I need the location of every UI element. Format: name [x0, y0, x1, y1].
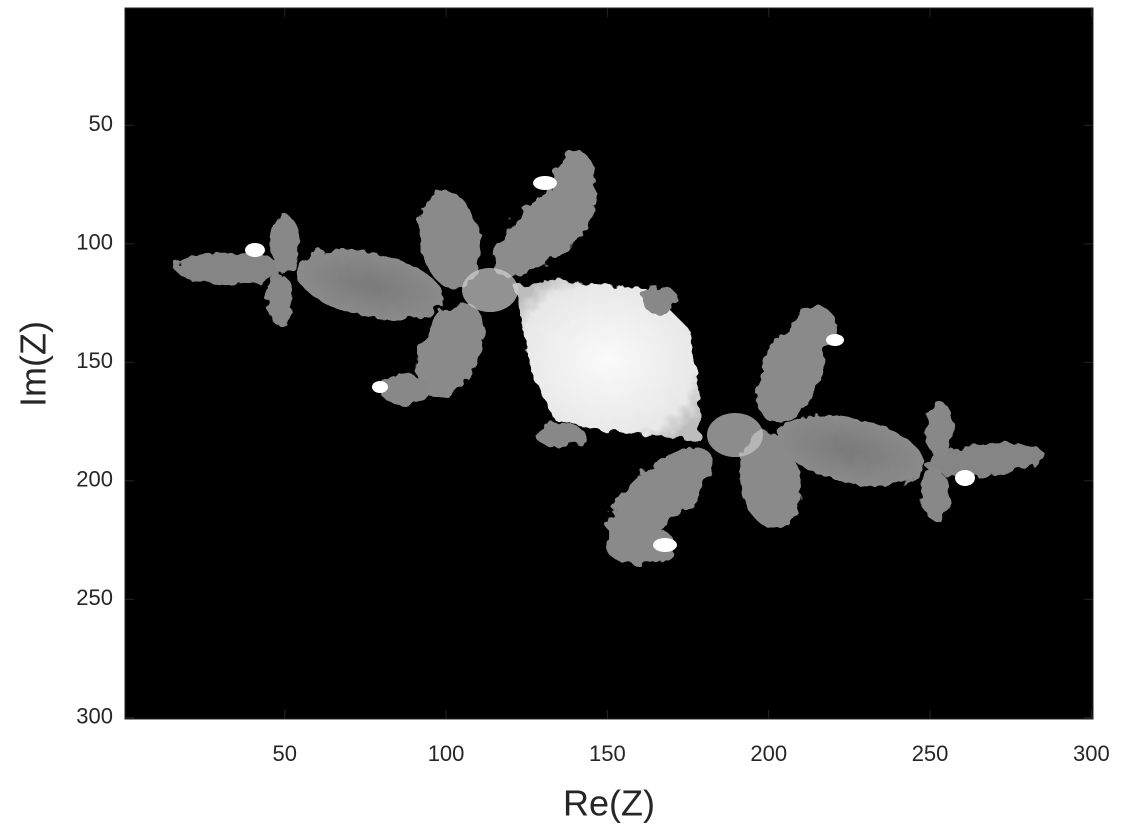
x-tick-label: 250 — [912, 741, 949, 766]
x-tick-label: 200 — [750, 741, 787, 766]
y-tick-label: 50 — [89, 111, 113, 136]
axes — [124, 7, 1094, 720]
y-tick-label: 300 — [76, 704, 113, 729]
x-tick-label: 100 — [428, 741, 465, 766]
axes-box — [124, 7, 1094, 720]
y-tick-label: 100 — [76, 230, 113, 255]
y-tick-label: 250 — [76, 585, 113, 610]
x-tick-label: 150 — [589, 741, 626, 766]
y-axis-label: Im(Z) — [13, 321, 54, 407]
y-tick-label: 150 — [76, 348, 113, 373]
julia-set-image — [175, 150, 1045, 565]
x-axis-label: Re(Z) — [563, 783, 655, 824]
core-glow — [245, 176, 975, 552]
x-tick-label: 300 — [1073, 741, 1110, 766]
x-tick-label: 50 — [272, 741, 296, 766]
y-tick-label: 200 — [76, 467, 113, 492]
